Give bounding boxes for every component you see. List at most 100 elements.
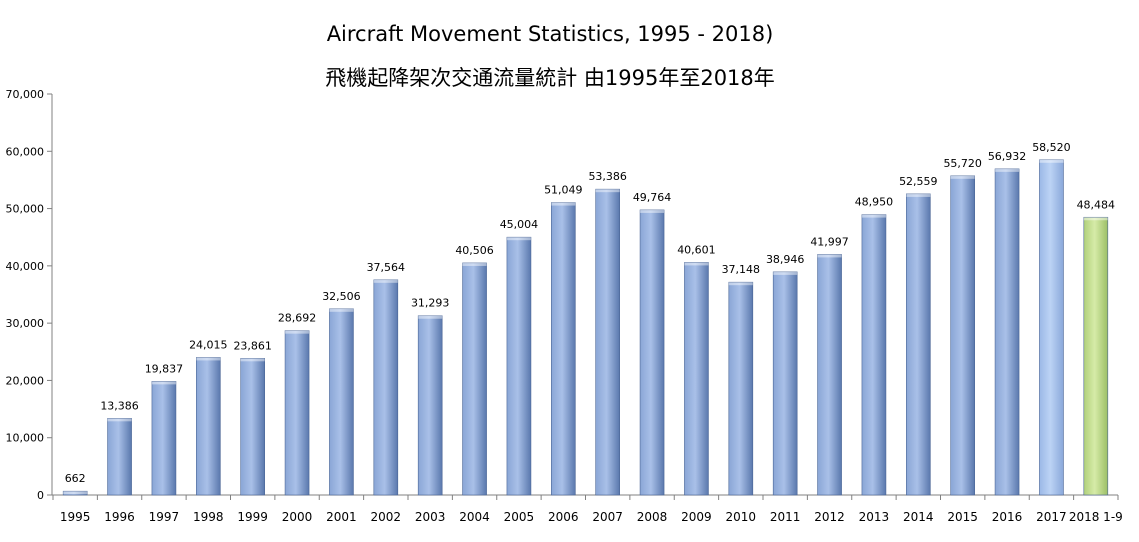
data-label: 32,506	[322, 290, 361, 303]
bar	[772, 271, 798, 496]
bar-bevel	[728, 282, 753, 286]
x-tick-label: 2005	[504, 510, 535, 524]
bar-body	[817, 254, 842, 496]
data-label: 56,932	[988, 150, 1027, 163]
y-tick-label: 50,000	[6, 203, 45, 216]
data-label: 58,520	[1032, 141, 1071, 154]
x-tick-label: 2007	[592, 510, 623, 524]
x-tick-label: 1997	[149, 510, 180, 524]
data-label: 37,148	[722, 263, 761, 276]
y-tick-label: 70,000	[6, 88, 45, 101]
bar-bevel	[151, 381, 176, 385]
bar-bevel	[506, 237, 531, 241]
data-label: 40,601	[677, 243, 716, 256]
bar-bevel	[906, 193, 931, 197]
bar	[950, 175, 975, 496]
chart-title: Aircraft Movement Statistics, 1995 - 201…	[326, 22, 774, 46]
bar-body	[240, 358, 265, 496]
bar-body	[506, 236, 532, 496]
x-tick-label: 2011	[770, 510, 801, 524]
data-label: 37,564	[367, 261, 406, 274]
x-tick-label: 1996	[104, 510, 135, 524]
data-label: 41,997	[810, 235, 849, 248]
bar-body	[417, 315, 443, 496]
bar	[62, 490, 88, 496]
bar-bevel	[995, 168, 1020, 172]
bar-bevel	[418, 315, 443, 319]
bar-body	[1083, 216, 1109, 496]
bar-body	[551, 202, 576, 496]
y-tick-label: 0	[37, 489, 44, 502]
bar	[817, 254, 842, 496]
x-tick-label: 2009	[681, 510, 712, 524]
x-tick-label: 2008	[637, 510, 668, 524]
bar-body	[595, 188, 620, 496]
data-label: 38,946	[766, 253, 805, 266]
bar	[151, 381, 177, 496]
x-tick-label: 2018 1-9	[1069, 510, 1123, 524]
x-tick-label: 2017	[1036, 510, 1067, 524]
data-label: 48,950	[855, 196, 894, 209]
bar-bevel	[773, 271, 798, 275]
bars	[62, 159, 1109, 496]
bar-bevel	[285, 330, 310, 334]
bar	[329, 308, 354, 496]
x-tick-label: 1995	[60, 510, 91, 524]
bar-body	[728, 281, 754, 496]
data-label: 19,837	[145, 362, 184, 375]
bar-body	[906, 193, 931, 496]
data-label: 45,004	[500, 218, 539, 231]
axes: 0 10,000 20,000 30,000 40,000 50,000 60,000 70,…	[6, 88, 1123, 524]
data-label: 662	[65, 472, 86, 485]
bar-bevel	[107, 418, 132, 422]
bar	[994, 168, 1020, 496]
x-tick-label: 1999	[237, 510, 268, 524]
bar-body	[107, 418, 132, 496]
bar-body	[151, 381, 177, 496]
bar-body	[994, 168, 1020, 496]
bar-body	[861, 214, 887, 496]
bar-bevel	[329, 308, 354, 312]
bar-body	[284, 330, 310, 496]
bar-bevel	[640, 209, 665, 213]
bar-body	[950, 175, 975, 496]
bar-bevel	[462, 262, 487, 266]
bar-body	[196, 357, 221, 496]
bar-body	[329, 308, 354, 496]
x-tick-label: 2012	[814, 510, 845, 524]
data-label: 28,692	[278, 312, 317, 325]
y-tick-label: 40,000	[6, 260, 45, 273]
bar-body	[462, 262, 487, 496]
x-tick-label: 2016	[992, 510, 1023, 524]
data-labels: 662 13,386 19,837 24,015 23,861 28,692 32,506 3…	[65, 141, 1115, 485]
data-label: 52,559	[899, 175, 938, 188]
bar	[639, 209, 665, 496]
bar	[506, 236, 532, 496]
bar	[373, 279, 399, 496]
bar-bevel	[551, 202, 576, 206]
x-tick-label: 2004	[459, 510, 490, 524]
x-tick-label: 1998	[193, 510, 224, 524]
data-label: 51,049	[544, 184, 583, 197]
bar-bevel	[373, 279, 398, 283]
x-tick-label: 2014	[903, 510, 934, 524]
data-label: 31,293	[411, 297, 450, 310]
bar	[417, 315, 443, 496]
chart-subtitle: 飛機起降架次交通流量統計 由1995年至2018年	[325, 66, 775, 90]
data-label: 13,386	[100, 399, 139, 412]
bar-bevel	[196, 357, 221, 361]
x-tick-label: 2015	[947, 510, 978, 524]
x-tick-label: 2010	[726, 510, 757, 524]
bar	[684, 262, 709, 496]
bar-bevel	[861, 214, 886, 218]
bar	[1083, 216, 1109, 496]
bar	[861, 214, 887, 496]
bar	[728, 281, 754, 496]
data-label: 23,861	[233, 339, 272, 352]
bar-bevel	[684, 262, 709, 266]
bar-body	[772, 271, 798, 496]
bar-bevel	[1083, 217, 1108, 221]
y-tick-label: 30,000	[6, 317, 45, 330]
